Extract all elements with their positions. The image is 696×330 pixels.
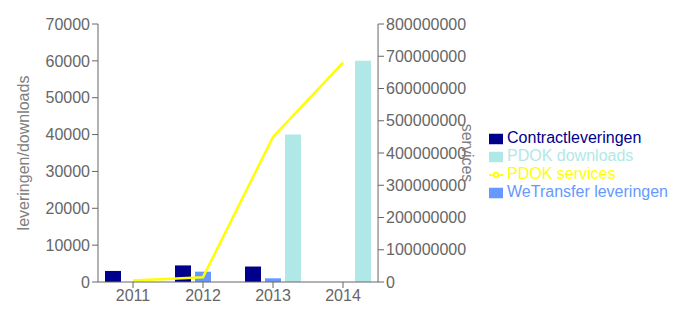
svg-text:2012: 2012: [185, 287, 221, 304]
svg-text:400000000: 400000000: [386, 145, 466, 162]
svg-text:2013: 2013: [255, 287, 291, 304]
svg-text:100000000: 100000000: [386, 241, 466, 258]
svg-text:700000000: 700000000: [386, 48, 466, 65]
svg-text:200000000: 200000000: [386, 209, 466, 226]
svg-text:30000: 30000: [46, 163, 91, 180]
svg-text:40000: 40000: [46, 126, 91, 143]
svg-text:50000: 50000: [46, 89, 91, 106]
html-text:Contractleveringen: Contractleveringen: [507, 129, 642, 146]
html-text:PDOK downloads: PDOK downloads: [507, 147, 634, 164]
html-text:PDOK services: PDOK services: [507, 165, 616, 182]
svg-text:800000000: 800000000: [386, 16, 466, 33]
svg-text:0: 0: [81, 274, 90, 291]
svg-text:300000000: 300000000: [386, 177, 466, 194]
svg-text:leveringen/downloads: leveringen/downloads: [15, 76, 32, 231]
svg-text:20000: 20000: [46, 200, 91, 217]
svg-text:600000000: 600000000: [386, 80, 466, 97]
svg-text:500000000: 500000000: [386, 112, 466, 129]
svg-text:10000: 10000: [46, 237, 91, 254]
svg-text:70000: 70000: [46, 16, 91, 33]
svg-text:services: services: [459, 124, 476, 183]
html-text:WeTransfer leveringen: WeTransfer leveringen: [507, 183, 668, 200]
svg-text:0: 0: [386, 274, 395, 291]
svg-text:2014: 2014: [325, 287, 361, 304]
svg-text:2011: 2011: [116, 287, 151, 304]
svg-text:60000: 60000: [46, 53, 91, 70]
